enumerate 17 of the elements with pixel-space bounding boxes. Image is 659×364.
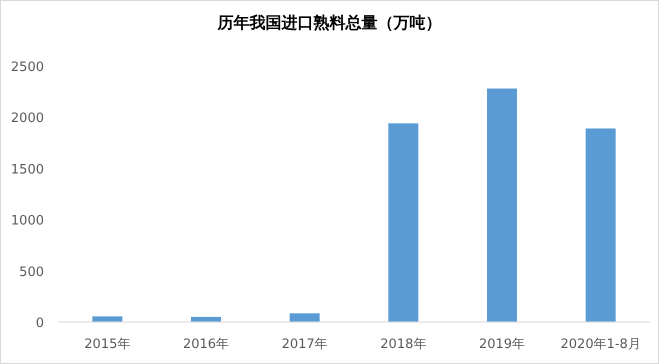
x-tick-label: 2016年 [182, 337, 230, 352]
x-tick-label: 2018年 [380, 337, 426, 352]
x-tick-label: 2020年1-8月 [560, 337, 641, 352]
x-tick-label: 2019年 [478, 337, 526, 352]
bar [487, 88, 517, 322]
x-tick-label: 2015年 [84, 337, 130, 352]
chart-title: 历年我国进口熟料总量（万吨） [216, 13, 442, 32]
bar [388, 123, 418, 322]
y-tick-label: 1000 [10, 214, 44, 229]
bar [290, 313, 320, 322]
y-tick-label: 500 [19, 264, 44, 280]
y-tick-label: 1500 [10, 162, 44, 178]
bar [586, 128, 616, 322]
y-tick-label: 2000 [10, 111, 44, 126]
y-tick-label: 0 [36, 316, 44, 331]
y-tick-label: 2500 [10, 60, 44, 75]
x-tick-label: 2017年 [282, 337, 328, 352]
